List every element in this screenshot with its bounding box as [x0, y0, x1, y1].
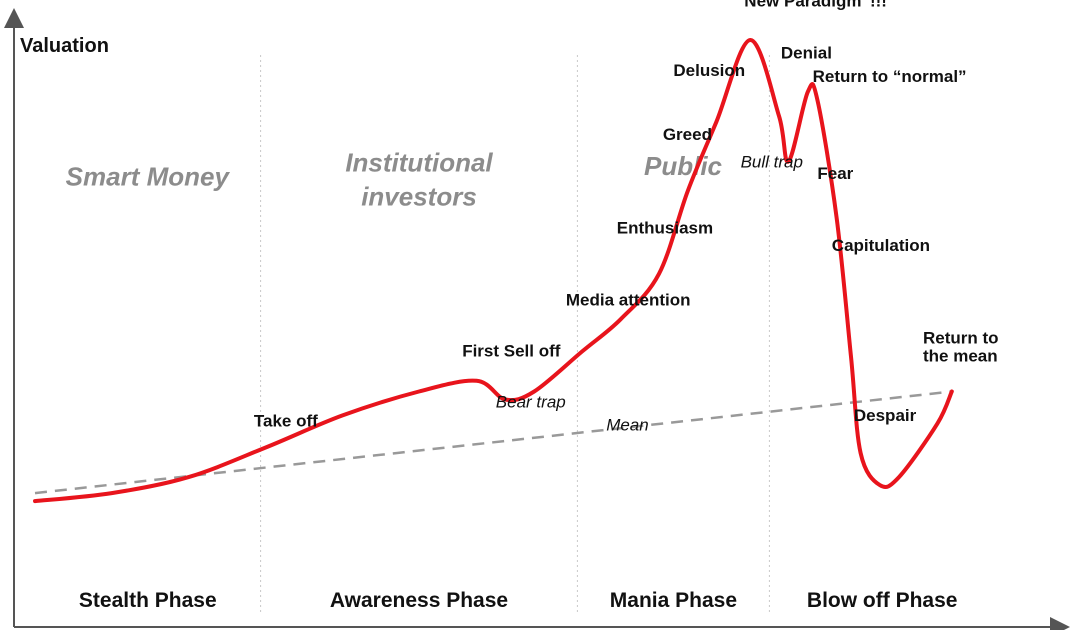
annotation-label: Media attention: [566, 290, 691, 309]
annotation-label: Fear: [817, 164, 853, 183]
annotation-label: First Sell off: [462, 342, 561, 361]
annotation-label: Denial: [781, 44, 832, 63]
chart-series: [33, 38, 954, 504]
annotation-label: Return to: [923, 328, 999, 347]
annotation-label: Mean: [606, 416, 649, 435]
annotation-label: Enthusiasm: [617, 219, 713, 238]
phase-label: Stealth Phase: [79, 589, 217, 612]
annotation-label: Bull trap: [741, 152, 803, 171]
y-axis-label: Valuation: [20, 35, 109, 57]
chart-annotations: Take off First Sell off Bear trap Mean Media…: [254, 0, 999, 435]
annotation-label: Greed: [663, 125, 712, 144]
annotation-label: Return to “normal”: [813, 67, 967, 86]
mean-line: [34, 390, 952, 495]
group-label-line: Institutional: [345, 148, 493, 178]
investor-group-labels: Smart Money Institutional investors Public: [66, 148, 723, 212]
phase-label: Mania Phase: [610, 589, 737, 612]
group-label-line: investors: [361, 182, 477, 212]
phase-label: Blow off Phase: [807, 589, 958, 612]
annotation-label: “New Paradigm”!!!: [736, 0, 887, 10]
annotation-label: the mean: [923, 347, 998, 366]
annotation-label: Capitulation: [832, 236, 930, 255]
group-label: Public: [644, 151, 723, 181]
annotation-label: Delusion: [673, 61, 745, 80]
annotation-label: Despair: [854, 406, 917, 425]
group-label: Institutional investors: [345, 148, 493, 212]
phase-labels: Stealth Phase Awareness Phase Mania Phase B…: [79, 589, 958, 612]
annotation-label: Bear trap: [496, 393, 566, 412]
chart-axes: [4, 8, 1070, 630]
valuation-curve: [33, 38, 954, 504]
annotation-label: Take off: [254, 411, 318, 430]
phase-label: Awareness Phase: [330, 589, 508, 612]
group-label: Smart Money: [66, 162, 231, 192]
